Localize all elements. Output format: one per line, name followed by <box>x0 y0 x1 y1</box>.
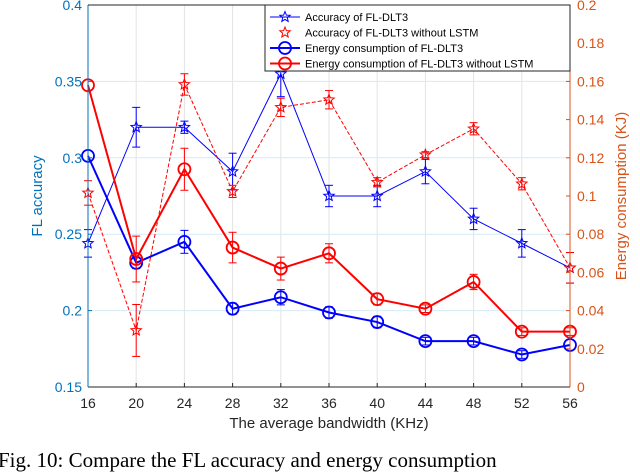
circle-marker <box>278 41 292 55</box>
y-right-tick-label: 0.1 <box>577 188 597 204</box>
circle-marker <box>514 347 529 362</box>
y-right-tick-label: 0 <box>577 379 585 395</box>
y-axis-right-label: Energy consumption (KJ) <box>613 112 630 280</box>
star-marker <box>370 175 384 188</box>
figure-caption: Fig. 10: Compare the FL accuracy and ene… <box>0 448 497 472</box>
x-tick-label: 48 <box>466 395 482 411</box>
y-left-tick-label: 0.2 <box>63 303 83 319</box>
series-layer <box>81 50 577 362</box>
x-tick-label: 32 <box>273 395 289 411</box>
circle-marker <box>514 324 529 339</box>
circle-marker <box>278 56 292 71</box>
legend-label: Energy consumption of FL-DLT3 without LS… <box>305 59 533 71</box>
star-marker <box>322 92 336 106</box>
circle-marker <box>322 305 336 320</box>
y-left-tick-label: 0.15 <box>55 379 82 395</box>
circle-marker <box>370 315 385 329</box>
circle-marker <box>225 240 240 255</box>
y-right-tick-label: 0.2 <box>577 0 597 13</box>
series-2 <box>81 148 577 362</box>
star-marker <box>467 212 481 225</box>
star-marker <box>129 120 143 133</box>
x-tick-label: 24 <box>177 395 193 411</box>
y-right-tick-label: 0.16 <box>577 73 604 89</box>
circle-marker <box>177 162 192 177</box>
star-marker <box>418 147 432 161</box>
x-tick-label: 28 <box>225 395 241 411</box>
y-left-tick-label: 0.25 <box>55 226 82 242</box>
star-marker <box>274 100 288 113</box>
circle-marker <box>225 301 240 316</box>
star-marker <box>322 189 336 202</box>
legend-entry: Energy consumption of FL-DLT3 <box>270 41 463 55</box>
circle-marker <box>418 301 433 316</box>
y-right-tick-label: 0.08 <box>577 226 604 242</box>
circle-marker <box>418 334 433 349</box>
circle-marker <box>466 275 481 289</box>
axes: 16 20 24 28 32 36 40 44 48 52 56 0.15 0.2 0.25 0.3 0.35… <box>55 0 605 411</box>
legend-entry: Accuracy of FL-DLT3 without LSTM <box>278 25 478 40</box>
y-right-tick-label: 0.14 <box>577 112 604 128</box>
legend-label: Energy consumption of FL-DLT3 <box>305 43 463 55</box>
star-marker <box>278 25 292 38</box>
star-marker <box>129 323 143 336</box>
legend-label: Accuracy of FL-DLT3 without LSTM <box>305 28 478 40</box>
star-marker <box>515 236 529 249</box>
series-3 <box>81 78 577 339</box>
star-marker <box>226 184 240 198</box>
circle-marker <box>370 292 385 307</box>
x-tick-label: 40 <box>369 395 385 411</box>
star-marker <box>177 77 191 90</box>
circle-marker <box>273 290 288 305</box>
circle-marker <box>322 246 336 261</box>
x-tick-label: 56 <box>562 395 578 411</box>
x-tick-label: 36 <box>321 395 337 411</box>
x-tick-label: 44 <box>418 395 434 411</box>
legend-label: Accuracy of FL-DLT3 <box>305 12 408 24</box>
star-marker <box>418 164 432 178</box>
y-left-tick-label: 0.4 <box>63 0 83 13</box>
y-axis-left-label: FL accuracy <box>29 155 46 237</box>
y-right-tick-label: 0.12 <box>577 150 604 166</box>
star-marker <box>226 164 240 178</box>
legend-entry: Energy consumption of FL-DLT3 without LS… <box>270 56 533 71</box>
y-right-tick-label: 0.06 <box>577 264 604 280</box>
star-marker <box>515 176 529 190</box>
star-marker <box>177 120 191 133</box>
legend-entry: Accuracy of FL-DLT3 <box>270 10 408 24</box>
y-right-tick-label: 0.18 <box>577 35 604 51</box>
x-tick-label: 16 <box>80 395 96 411</box>
circle-marker <box>273 261 288 276</box>
star-marker <box>467 121 481 135</box>
y-left-tick-label: 0.3 <box>63 150 83 166</box>
circle-marker <box>129 252 144 266</box>
legend: Accuracy of FL-DLT3 Accuracy of FL-DLT3 w… <box>264 4 571 72</box>
star-marker <box>278 10 292 23</box>
x-tick-label: 20 <box>128 395 144 411</box>
circle-marker <box>466 334 481 349</box>
circle-marker <box>177 234 192 249</box>
series-line <box>87 82 571 333</box>
x-tick-label: 52 <box>514 395 530 411</box>
legend-box <box>264 4 571 72</box>
y-left-tick-label: 0.35 <box>55 73 82 89</box>
x-axis-label: The average bandwidth (KHz) <box>229 415 428 432</box>
y-right-tick-label: 0.04 <box>577 303 604 319</box>
star-marker <box>370 189 384 202</box>
star-marker <box>274 66 288 80</box>
y-right-tick-label: 0.02 <box>577 341 604 357</box>
